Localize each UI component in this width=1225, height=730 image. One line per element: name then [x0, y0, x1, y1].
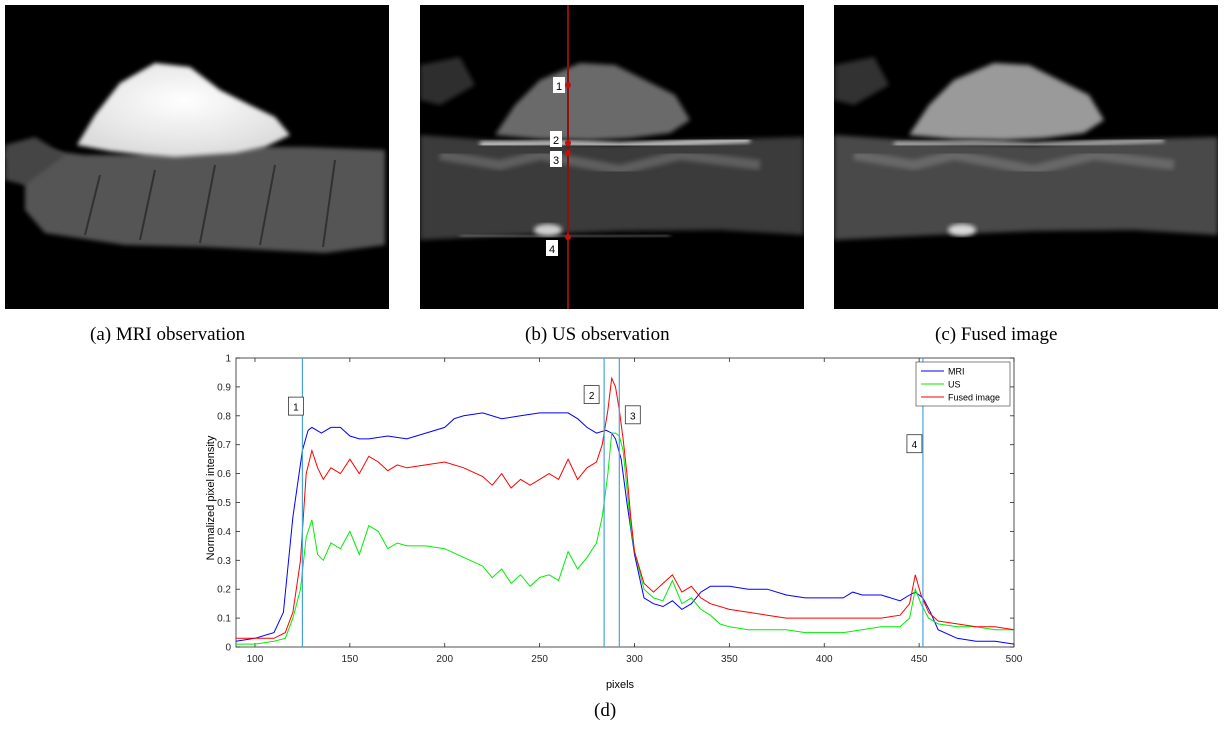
x-tick-label: 350 — [721, 654, 738, 665]
legend-entry: Fused image — [948, 393, 1000, 403]
caption-a: (a) MRI observation — [90, 324, 246, 345]
marker-box-label-1: 1 — [293, 403, 299, 414]
us-marker-4: 4 — [549, 244, 555, 256]
x-tick-label: 450 — [911, 654, 928, 665]
legend-entry: US — [948, 380, 961, 390]
fused-image — [834, 5, 1218, 309]
y-tick-label: 1 — [225, 354, 231, 365]
y-tick-label: 0.3 — [217, 556, 231, 567]
x-tick-label: 200 — [436, 654, 453, 665]
plot-area — [235, 357, 1015, 648]
y-tick-label: 0.4 — [217, 527, 231, 538]
us-image-render: 1 2 3 4 — [420, 5, 804, 309]
marker-box-label-4: 4 — [912, 440, 918, 451]
series-line-mri — [235, 412, 1015, 645]
y-tick-label: 0.2 — [217, 585, 231, 596]
us-image: 1 2 3 4 — [420, 5, 804, 309]
caption-d: (d) — [594, 700, 617, 721]
us-marker-dot-4 — [565, 234, 571, 240]
marker-box-3 — [624, 405, 641, 425]
y-tick-label: 0.1 — [217, 614, 231, 625]
us-marker-1: 1 — [556, 81, 562, 93]
marker-box-2 — [583, 385, 600, 404]
us-marker-dot-2 — [565, 140, 571, 146]
us-marker-dot-1 — [565, 82, 571, 88]
us-marker-3: 3 — [553, 155, 559, 167]
x-tick-label: 400 — [816, 654, 833, 665]
series-line-us — [236, 432, 1014, 645]
marker-box-1 — [288, 396, 304, 416]
marker-box-4 — [906, 434, 923, 454]
y-tick-label: 0.6 — [217, 469, 231, 480]
x-tick-label: 150 — [342, 654, 359, 665]
x-axis-label: pixels — [606, 679, 635, 691]
fused-image-render — [834, 5, 1218, 309]
marker-box-label-2: 2 — [589, 391, 595, 402]
y-axis-label: Normalized pixel intensity — [205, 435, 217, 560]
y-tick-label: 0.5 — [217, 498, 231, 509]
mri-image — [5, 5, 389, 309]
y-tick-label: 0.8 — [217, 411, 231, 422]
x-tick-label: 500 — [1006, 654, 1023, 665]
y-tick-label: 0.7 — [217, 440, 231, 451]
x-tick-label: 250 — [531, 654, 548, 665]
caption-b: (b) US observation — [525, 324, 670, 345]
y-tick-label: 0.9 — [217, 382, 231, 393]
us-marker-2: 2 — [553, 135, 559, 147]
marker-box-label-3: 3 — [630, 411, 636, 422]
us-marker-dot-3 — [565, 150, 571, 156]
y-tick-label: 0 — [225, 643, 231, 654]
intensity-profile-chart: 100 150 200 250 300 350 400 450 500 0 0.1 0.2 0.3 0.4… — [205, 354, 1023, 692]
caption-c: (c) Fused image — [935, 324, 1058, 345]
legend-entry: MRI — [948, 367, 965, 377]
mri-image-render — [5, 5, 389, 309]
x-tick-label: 300 — [626, 654, 643, 665]
series-line-fused-image — [236, 376, 1015, 639]
x-tick-label: 100 — [247, 654, 264, 665]
